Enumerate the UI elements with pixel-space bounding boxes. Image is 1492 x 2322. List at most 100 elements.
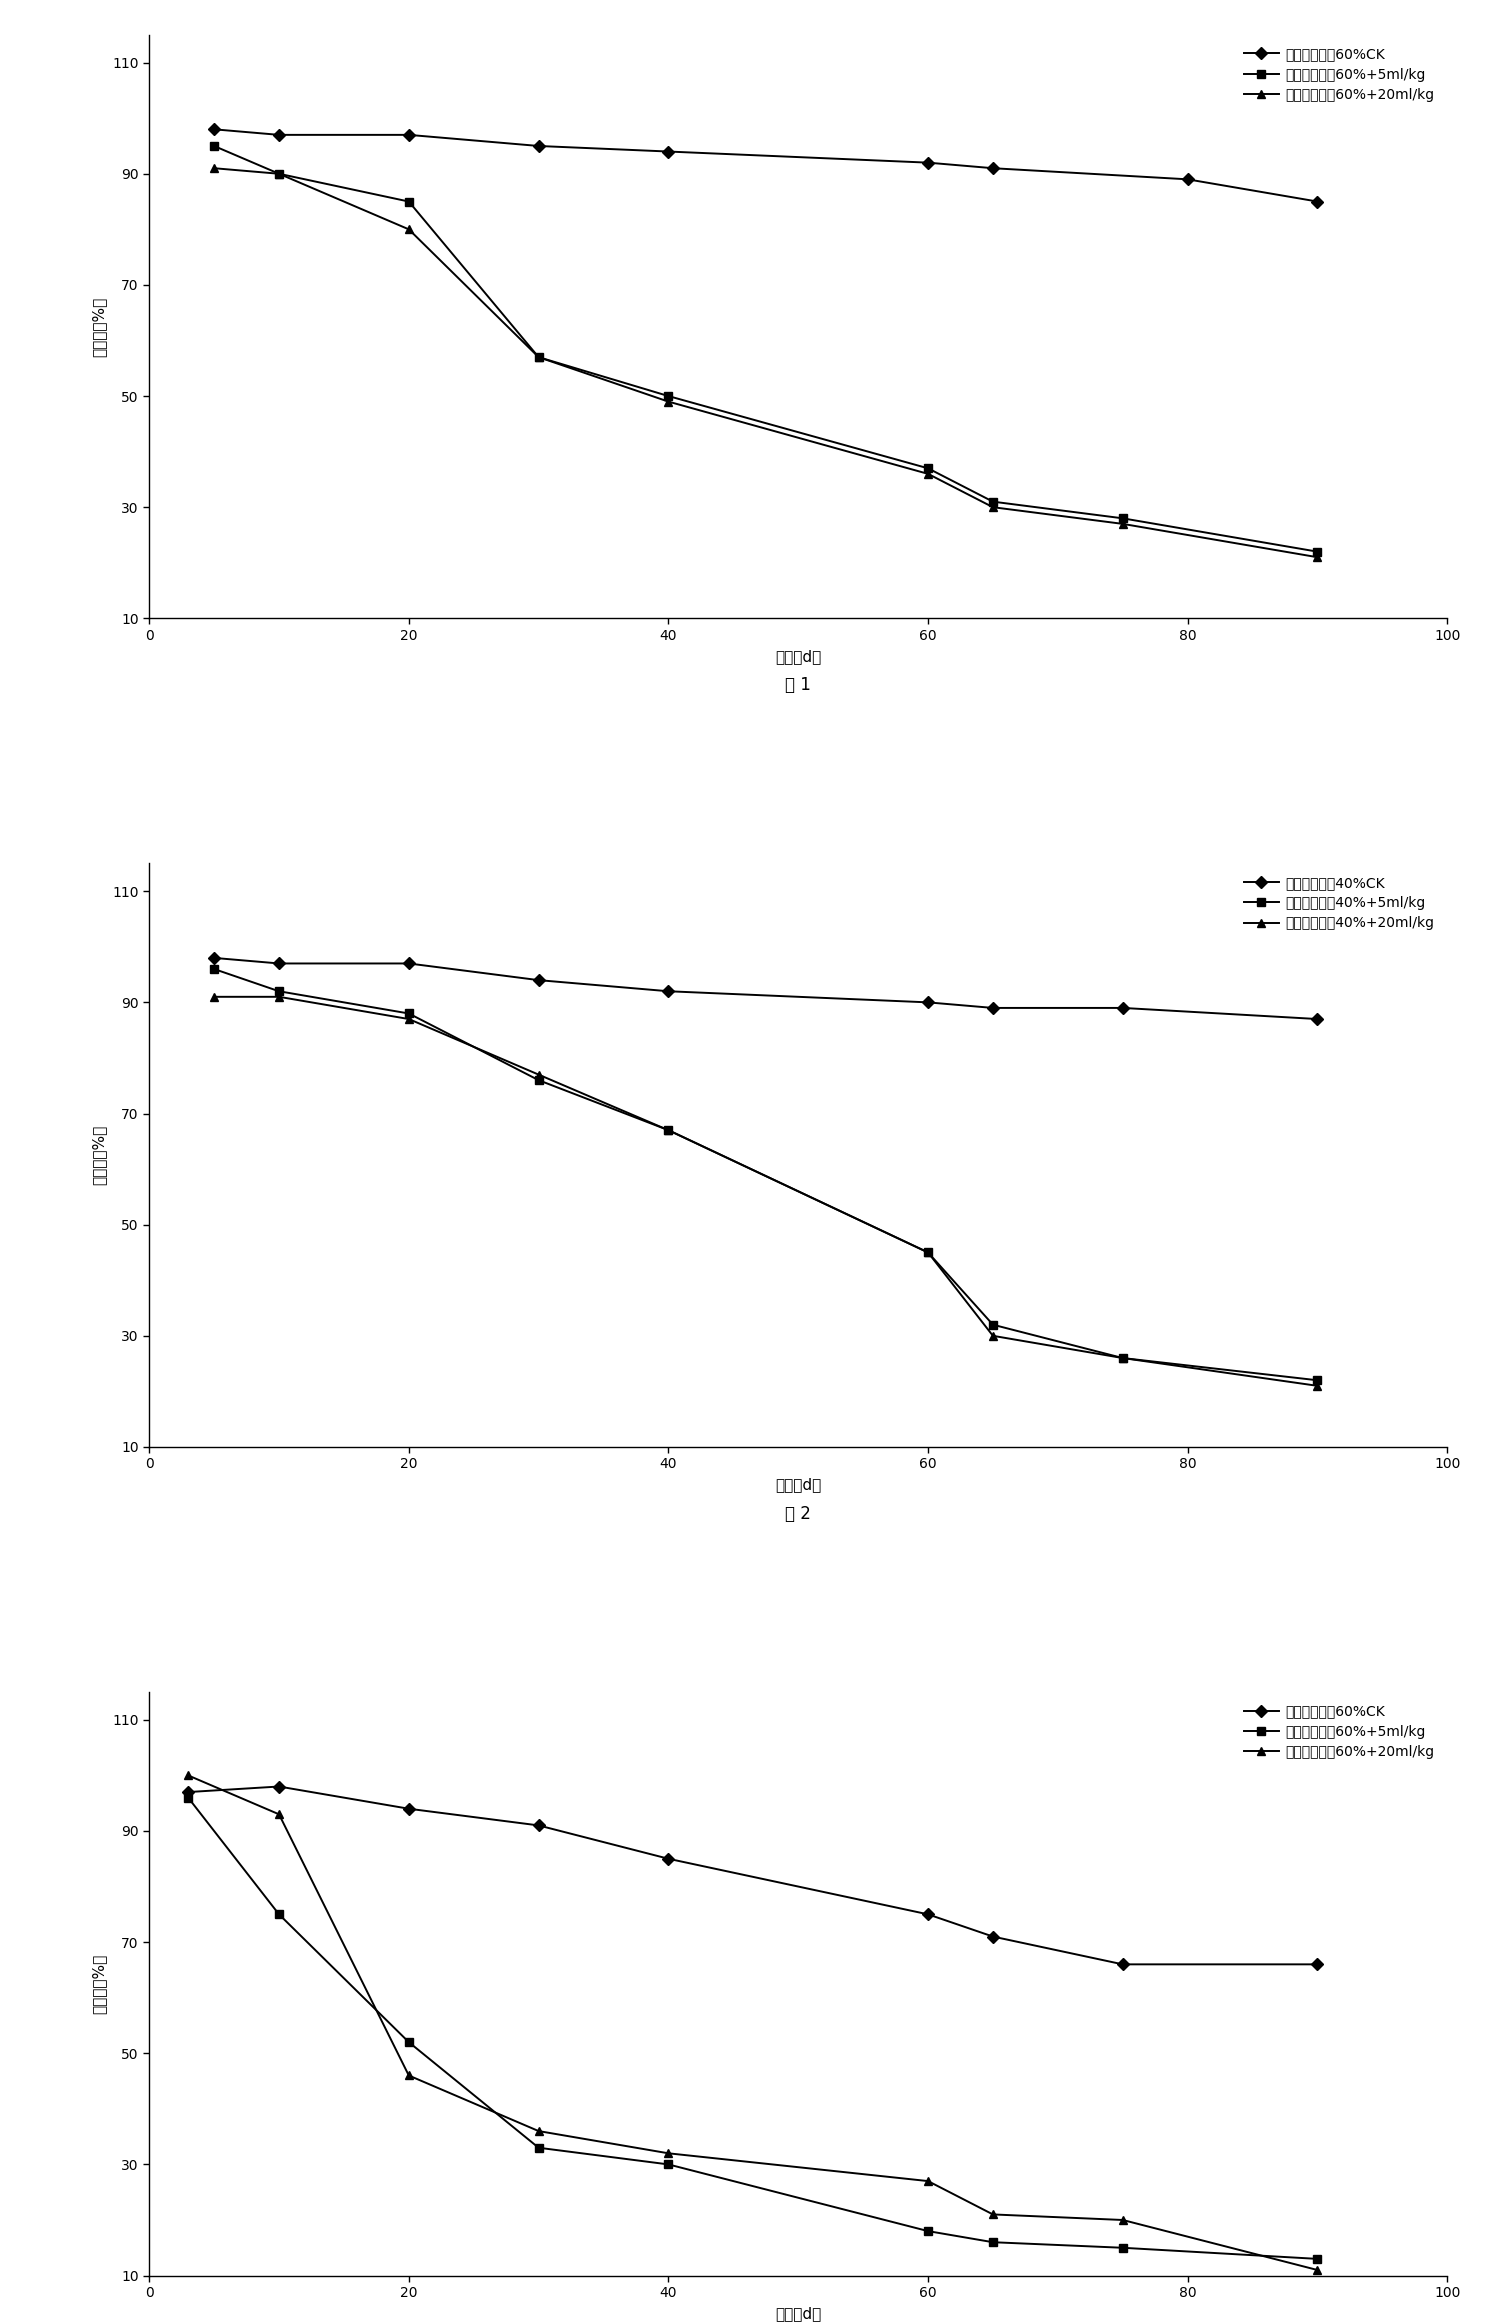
田间持水量的40%CK [400,950,418,978]
Text: 图 1: 图 1 [785,676,812,694]
田间持水量的40%+5ml/kg [206,954,224,982]
田间持水量的60%+5ml/kg [659,383,677,411]
田间持水量的40%CK [985,994,1003,1022]
田间持水量的40%+5ml/kg [985,1310,1003,1337]
田间持水量的60%+20ml/kg [919,2166,937,2194]
Line: 田间持水量的40%CK: 田间持水量的40%CK [210,954,1322,1024]
田间持水量的40%CK [270,950,288,978]
田间持水量的60%+20ml/kg [270,1800,288,1827]
田间持水量的60%CK [270,121,288,149]
田间持水量的60%CK [1179,165,1197,193]
田间持水量的40%+5ml/kg [270,978,288,1005]
Text: 时间（d）: 时间（d） [776,1477,821,1493]
田间持水量的60%+5ml/kg [919,2218,937,2245]
Line: 田间持水量的60%CK: 田间持水量的60%CK [210,125,1322,207]
田间持水量的60%CK [919,1899,937,1927]
田间持水量的60%+5ml/kg [270,160,288,188]
田间持水量的60%CK [206,116,224,144]
田间持水量的60%+5ml/kg [530,2134,548,2162]
田间持水量的60%+20ml/kg [1308,543,1326,571]
田间持水量的40%+20ml/kg [270,982,288,1010]
田间持水量的40%+20ml/kg [659,1117,677,1145]
田间持水量的60%+5ml/kg [985,2229,1003,2257]
田间持水量的40%CK [206,945,224,973]
田间持水量的60%+20ml/kg [985,492,1003,520]
Line: 田间持水量的60%+20ml/kg: 田间持水量的60%+20ml/kg [210,165,1322,562]
田间持水量的60%CK [919,149,937,176]
田间持水量的60%+20ml/kg [1308,2257,1326,2285]
田间持水量的40%+5ml/kg [919,1238,937,1265]
田间持水量的60%+5ml/kg [530,344,548,372]
田间持水量的60%+20ml/kg [530,2118,548,2146]
田间持水量的60%CK [659,137,677,165]
田间持水量的60%CK [400,1795,418,1823]
Text: 时间（d）: 时间（d） [776,648,821,664]
田间持水量的40%+20ml/kg [530,1061,548,1089]
田间持水量的40%CK [1113,994,1132,1022]
田间持水量的60%+20ml/kg [400,216,418,244]
田间持水量的60%+20ml/kg [270,160,288,188]
田间持水量的60%+5ml/kg [1308,2245,1326,2273]
田间持水量的60%CK [530,132,548,160]
田间持水量的60%+5ml/kg [1308,539,1326,567]
田间持水量的40%+5ml/kg [400,998,418,1026]
田间持水量的60%CK [530,1811,548,1839]
田间持水量的40%+5ml/kg [530,1066,548,1094]
田间持水量的60%CK [270,1772,288,1800]
田间持水量的60%+5ml/kg [659,2150,677,2178]
田间持水量的60%+5ml/kg [400,188,418,216]
Y-axis label: 残留率（%）: 残留率（%） [91,1126,107,1184]
Text: 图 2: 图 2 [785,1505,812,1523]
田间持水量的40%+20ml/kg [206,982,224,1010]
田间持水量的40%CK [659,978,677,1005]
田间持水量的60%CK [179,1779,197,1807]
田间持水量的60%+20ml/kg [659,388,677,416]
田间持水量的60%CK [985,153,1003,181]
Legend: 田间持水量的60%CK, 田间持水量的60%+5ml/kg, 田间持水量的60%+20ml/kg: 田间持水量的60%CK, 田间持水量的60%+5ml/kg, 田间持水量的60%… [1238,1700,1440,1765]
田间持水量的40%+5ml/kg [1113,1344,1132,1372]
田间持水量的60%+20ml/kg [919,460,937,488]
田间持水量的60%CK [1308,188,1326,216]
Legend: 田间持水量的60%CK, 田间持水量的60%+5ml/kg, 田间持水量的60%+20ml/kg: 田间持水量的60%CK, 田间持水量的60%+5ml/kg, 田间持水量的60%… [1238,42,1440,107]
Text: 时间（d）: 时间（d） [776,2306,821,2322]
田间持水量的60%+5ml/kg [270,1899,288,1927]
Legend: 田间持水量的40%CK, 田间持水量的40%+5ml/kg, 田间持水量的40%+20ml/kg: 田间持水量的40%CK, 田间持水量的40%+5ml/kg, 田间持水量的40%… [1238,871,1440,936]
Line: 田间持水量的60%+5ml/kg: 田间持水量的60%+5ml/kg [184,1793,1322,2264]
田间持水量的60%+20ml/kg [1113,2206,1132,2234]
田间持水量的40%+5ml/kg [659,1117,677,1145]
Line: 田间持水量的40%+20ml/kg: 田间持水量的40%+20ml/kg [210,991,1322,1391]
田间持水量的60%+20ml/kg [530,344,548,372]
田间持水量的60%+5ml/kg [206,132,224,160]
田间持水量的40%CK [1308,1005,1326,1033]
田间持水量的60%CK [400,121,418,149]
田间持水量的60%+5ml/kg [179,1783,197,1811]
Y-axis label: 残留率（%）: 残留率（%） [91,297,107,358]
田间持水量的60%CK [659,1844,677,1872]
Line: 田间持水量的60%+5ml/kg: 田间持水量的60%+5ml/kg [210,142,1322,555]
田间持水量的40%CK [530,966,548,994]
田间持水量的60%+20ml/kg [206,153,224,181]
田间持水量的40%CK [919,989,937,1017]
田间持水量的60%+20ml/kg [1113,511,1132,539]
Y-axis label: 残留率（%）: 残留率（%） [91,1953,107,2013]
田间持水量的60%+20ml/kg [985,2201,1003,2229]
田间持水量的60%CK [1308,1950,1326,1978]
Line: 田间持水量的60%CK: 田间持水量的60%CK [184,1783,1322,1969]
田间持水量的60%+20ml/kg [400,2062,418,2090]
田间持水量的60%CK [1113,1950,1132,1978]
田间持水量的60%+5ml/kg [985,488,1003,515]
田间持水量的40%+20ml/kg [1113,1344,1132,1372]
Line: 田间持水量的40%+5ml/kg: 田间持水量的40%+5ml/kg [210,966,1322,1384]
Line: 田间持水量的60%+20ml/kg: 田间持水量的60%+20ml/kg [184,1772,1322,2273]
田间持水量的40%+5ml/kg [1308,1365,1326,1393]
田间持水量的60%+5ml/kg [919,455,937,483]
田间持水量的60%+5ml/kg [1113,2234,1132,2262]
田间持水量的40%+20ml/kg [400,1005,418,1033]
田间持水量的40%+20ml/kg [919,1238,937,1265]
田间持水量的60%+5ml/kg [400,2027,418,2055]
田间持水量的60%CK [985,1923,1003,1950]
田间持水量的40%+20ml/kg [1308,1372,1326,1400]
田间持水量的60%+20ml/kg [179,1762,197,1790]
田间持水量的60%+5ml/kg [1113,504,1132,532]
田间持水量的60%+20ml/kg [659,2139,677,2166]
